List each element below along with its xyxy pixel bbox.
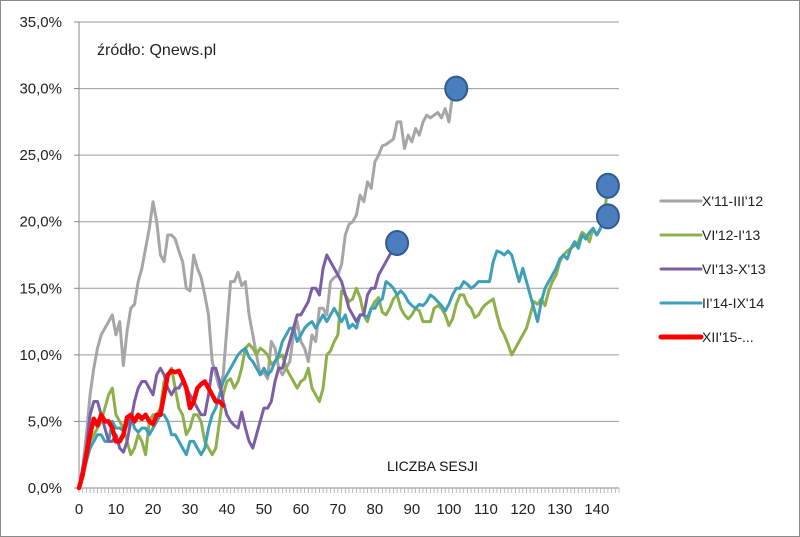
y-tick-label: 25,0% (19, 147, 62, 164)
end-marker-0 (444, 75, 469, 102)
x-tick-label: 140 (584, 501, 609, 518)
x-tick-label: 130 (547, 501, 572, 518)
legend-label-3: II'14-IX'14 (702, 295, 764, 311)
x-tick-label: 80 (367, 501, 384, 518)
y-tick-label: 10,0% (19, 347, 62, 364)
series-line-3 (77, 213, 610, 490)
end-marker-1 (595, 172, 620, 199)
x-axis-title: LICZBA SESJI (387, 458, 478, 474)
legend-label-0: X'11-III'12 (702, 193, 763, 209)
y-tick-label: 15,0% (19, 280, 62, 297)
series-lines (76, 87, 610, 491)
y-tick-label: 20,0% (19, 214, 62, 231)
x-tick-label: 110 (474, 501, 498, 518)
legend: X'11-III'12 VI'12-I'13 VI'13-X'13 II'14-IX'… (658, 193, 766, 345)
x-axis-minor-ticks (78, 488, 620, 493)
y-tick-label: 5,0% (28, 413, 62, 430)
y-axis-ticks: 0,0% 5,0% 10,0% 15,0% 20,0% 25,0% 30,0% 35,0% (19, 14, 79, 497)
x-tick-label: 90 (404, 501, 421, 518)
legend-label-4: XII'15-... (702, 329, 754, 345)
x-tick-label: 70 (330, 501, 347, 518)
series-line-2 (77, 241, 399, 490)
x-tick-label: 30 (182, 501, 199, 518)
x-axis-ticks: 0 10 20 30 40 50 60 70 80 90 100 110 120 130 140 (75, 501, 609, 518)
x-tick-label: 120 (510, 501, 535, 518)
end-markers (385, 75, 620, 257)
x-tick-label: 10 (108, 501, 125, 518)
x-tick-label: 20 (145, 501, 162, 518)
x-tick-label: 100 (436, 501, 461, 518)
legend-label-1: VI'12-I'13 (702, 227, 760, 243)
series-line-4 (76, 368, 226, 491)
gridlines (79, 21, 619, 422)
y-tick-label: 0,0% (28, 480, 62, 497)
x-tick-label: 0 (75, 501, 83, 518)
x-tick-label: 50 (256, 501, 273, 518)
x-tick-label: 40 (219, 501, 236, 518)
y-tick-label: 35,0% (19, 14, 62, 31)
end-marker-2 (385, 230, 410, 257)
end-marker-3 (595, 203, 620, 230)
y-tick-label: 30,0% (19, 81, 62, 98)
legend-label-2: VI'13-X'13 (702, 261, 766, 277)
x-tick-label: 60 (293, 501, 310, 518)
series-line-0 (77, 87, 458, 490)
source-annotation: źródło: Qnews.pl (97, 42, 216, 59)
